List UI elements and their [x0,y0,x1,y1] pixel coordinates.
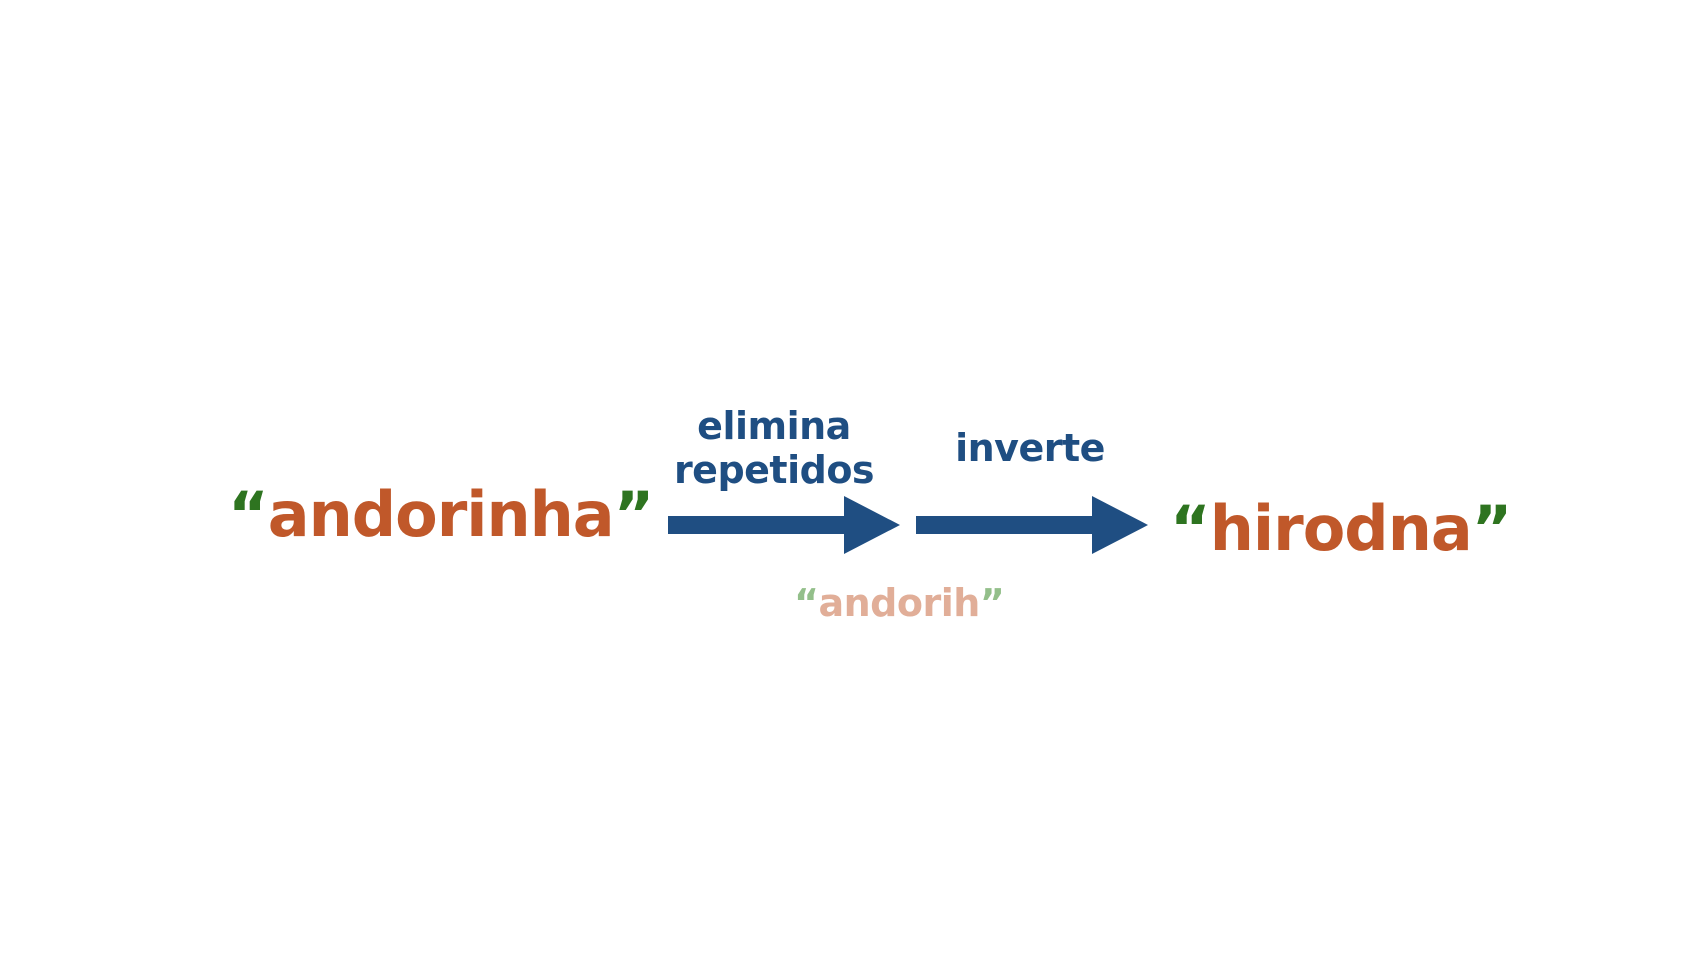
output-word: “hirodna” [1170,492,1513,566]
input-word: “andorinha” [228,478,655,552]
input-close-quote: ” [613,478,655,551]
step-remove-duplicates-line1: elimina [697,404,851,448]
intermediate-open-quote: “ [794,581,819,625]
input-word-text: andorinha [267,478,615,551]
arrow-right-icon [668,496,900,554]
intermediate-word-text: andorih [818,581,980,625]
intermediate-close-quote: ” [979,581,1005,625]
intermediate-word: “andorih” [794,580,1005,626]
step-reverse-label: inverte [955,426,1105,470]
step-remove-duplicates-line2: repetidos [673,448,875,492]
arrow-right-icon [916,496,1148,554]
step-remove-duplicates-label: elimina repetidos [664,404,884,492]
output-open-quote: “ [1170,492,1211,565]
output-close-quote: ” [1471,492,1513,565]
input-open-quote: “ [228,478,269,551]
output-word-text: hirodna [1209,492,1473,565]
